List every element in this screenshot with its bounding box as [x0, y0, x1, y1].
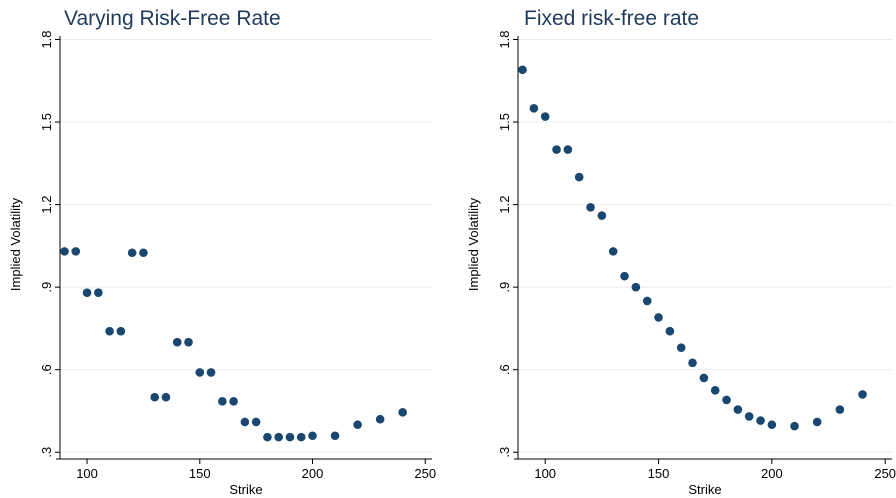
- left-data-point: [206, 368, 216, 377]
- left-y-tick-label: .6: [39, 364, 54, 375]
- left-data-point: [150, 392, 159, 402]
- right-data-point: [552, 145, 561, 154]
- left-data-point: [353, 420, 362, 430]
- left-data-point: [308, 431, 317, 441]
- left-y-tick-label: .9: [39, 282, 54, 293]
- right-data-point: [756, 416, 765, 425]
- right-data-point: [733, 405, 743, 414]
- right-data-point: [631, 282, 641, 292]
- right-data-point: [676, 343, 686, 352]
- left-x-axis-label: Strike: [229, 482, 262, 497]
- right-x-tick-label: 250: [874, 466, 896, 481]
- right-data-point: [790, 421, 799, 431]
- left-data-point: [229, 397, 238, 406]
- left-data-point: [127, 248, 137, 258]
- left-y-tick-label: 1.2: [39, 196, 54, 214]
- right-data-point: [574, 172, 584, 182]
- left-data-point: [285, 432, 295, 442]
- left-data-point: [94, 288, 103, 297]
- left-data-point: [398, 408, 407, 417]
- right-y-tick-label: 1.8: [497, 30, 512, 48]
- right-data-point: [654, 313, 663, 322]
- right-y-tick-label: 1.5: [497, 113, 512, 131]
- right-chart-title: Fixed risk-free rate: [524, 7, 699, 30]
- left-data-point: [218, 397, 227, 406]
- left-y-tick-label: .3: [39, 447, 54, 458]
- right-x-tick-label: 100: [534, 466, 556, 481]
- left-x-tick-label: 150: [189, 466, 211, 481]
- right-x-tick-label: 200: [761, 466, 783, 481]
- right-data-point: [665, 326, 675, 336]
- right-data-point: [518, 65, 527, 75]
- right-data-point: [858, 390, 867, 399]
- left-data-point: [240, 417, 250, 427]
- chart-fixed-risk-free-rate: .3 .6 .9 1.2 1.5 1.8 100 150 200 250 Fixed risk-fr…: [448, 0, 896, 498]
- right-x-axis-label: Strike: [688, 482, 721, 497]
- right-data-point: [699, 373, 709, 383]
- right-y-tick-label: .9: [497, 282, 512, 293]
- right-x-tick-label: 150: [648, 466, 670, 481]
- left-data-point: [105, 326, 114, 336]
- left-x-tick-label: 100: [76, 466, 98, 481]
- chart-varying-risk-free-rate: .3 .6 .9 1.2 1.5 1.8 100 150 200 250 Varying Risk-…: [8, 7, 436, 497]
- right-data-point: [529, 103, 539, 113]
- right-y-axis-label: Implied Volatility: [466, 197, 481, 291]
- chart-left-svg: .3 .6 .9 1.2 1.5 1.8 100 150 200 250 Varying Risk-…: [8, 7, 436, 497]
- left-data-point: [139, 248, 148, 258]
- right-data-point: [767, 420, 777, 430]
- left-data-point: [82, 288, 92, 297]
- right-data-point: [597, 211, 607, 220]
- left-data-point: [161, 392, 171, 402]
- left-data-point: [116, 326, 126, 336]
- right-y-tick-label: 1.2: [497, 196, 512, 214]
- right-data-point: [744, 412, 754, 421]
- right-data-point: [835, 405, 845, 414]
- left-data-point: [375, 414, 385, 424]
- left-data-point: [172, 337, 182, 347]
- left-data-point: [71, 247, 81, 256]
- right-y-tick-label: .6: [497, 364, 512, 375]
- right-data-point: [563, 145, 573, 154]
- left-x-tick-label: 200: [302, 466, 324, 481]
- right-data-point: [642, 296, 652, 306]
- left-data-point: [296, 432, 306, 442]
- right-data-point: [586, 203, 595, 212]
- right-data-point: [710, 386, 720, 395]
- right-y-tick-label: .3: [497, 447, 512, 458]
- right-data-point: [608, 247, 618, 256]
- left-data-point: [60, 247, 69, 256]
- left-y-tick-label: 1.5: [39, 113, 54, 131]
- left-x-tick-label: 250: [414, 466, 436, 481]
- left-y-axis-label: Implied Volatility: [8, 197, 23, 291]
- left-y-tick-label: 1.8: [39, 30, 54, 48]
- left-data-point: [251, 417, 261, 427]
- chart-right-svg: .3 .6 .9 1.2 1.5 1.8 100 150 200 250 Fixed risk-fr…: [466, 7, 896, 497]
- left-data-point: [263, 432, 272, 442]
- left-data-point: [274, 432, 283, 442]
- right-data-point: [688, 358, 697, 368]
- left-data-point: [330, 431, 340, 441]
- left-chart-title: Varying Risk-Free Rate: [64, 7, 281, 30]
- right-data-point: [540, 112, 550, 121]
- left-data-point: [195, 368, 205, 377]
- right-data-point: [812, 417, 822, 427]
- left-data-point: [184, 337, 193, 347]
- right-data-point: [620, 271, 629, 281]
- right-data-point: [722, 395, 731, 405]
